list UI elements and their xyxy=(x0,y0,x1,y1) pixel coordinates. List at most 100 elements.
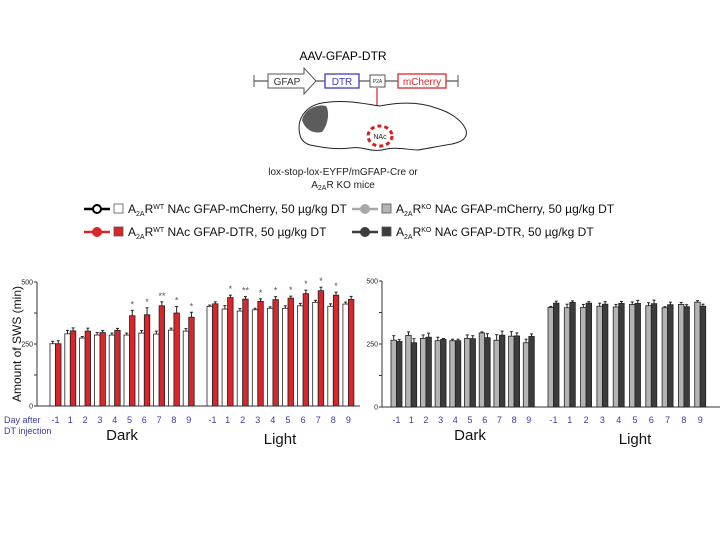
bar xyxy=(312,301,319,407)
bar xyxy=(645,305,652,408)
bar xyxy=(553,302,560,408)
legend-item: A2ARKO NAc GFAP-mCherry, 50 µg/kg DT xyxy=(352,202,615,218)
bar xyxy=(49,343,56,407)
x-tick-label: 3 xyxy=(255,415,260,425)
bar xyxy=(683,306,690,408)
significance-marker: * xyxy=(319,276,323,286)
bar xyxy=(547,307,554,408)
legend-marker-icon xyxy=(360,227,370,237)
x-tick-label: -1 xyxy=(549,415,557,425)
x-tick-label: -1 xyxy=(392,415,400,425)
x-tick-label: 4 xyxy=(270,415,275,425)
x-tick-label: 4 xyxy=(616,415,621,425)
dtr-label: DTR xyxy=(332,77,353,88)
legend-label: A2ARWT NAc GFAP-DTR, 50 µg/kg DT xyxy=(128,225,327,241)
significance-marker: * xyxy=(334,281,338,291)
significance-marker: * xyxy=(190,301,194,311)
brain-outline xyxy=(298,101,467,151)
construct-title: AAV-GFAP-DTR xyxy=(299,49,386,63)
y-axis-label: Amount of SWS (min) xyxy=(10,286,24,402)
gfap-label: GFAP xyxy=(274,77,301,88)
bar xyxy=(602,303,609,408)
bar xyxy=(138,332,145,407)
bar xyxy=(396,341,403,408)
group-label: Dark xyxy=(106,427,138,444)
mice-line-2: A2AR KO mice xyxy=(311,180,375,192)
bar xyxy=(425,336,432,408)
x-tick-label: 3 xyxy=(97,415,102,425)
x-tick-label: 5 xyxy=(285,415,290,425)
bar xyxy=(478,332,486,408)
bar xyxy=(94,334,101,407)
mcherry-box xyxy=(397,73,447,89)
bar xyxy=(449,340,456,408)
x-tick-label: 9 xyxy=(698,415,703,425)
bar xyxy=(158,305,166,407)
bar xyxy=(390,339,397,408)
bar xyxy=(410,342,418,408)
bar xyxy=(484,337,491,408)
bar xyxy=(69,330,77,407)
bar xyxy=(612,306,620,408)
group-dark: -1 1 2 3 4 5 6 7 8 9 Dark xyxy=(390,330,535,444)
legend-swatch xyxy=(113,226,124,237)
bar xyxy=(242,298,249,407)
y-tick-label: 250 xyxy=(21,342,33,349)
legend-swatch xyxy=(381,226,392,237)
group-label: Light xyxy=(619,431,652,448)
bar xyxy=(153,333,160,407)
bar xyxy=(618,303,625,408)
bar xyxy=(272,299,279,407)
construct-diagram: AAV-GFAP-DTR GFAP DTR P2A mCherry NAc lo… xyxy=(253,49,467,192)
mcherry-label: mCherry xyxy=(403,77,441,88)
x-tick-label: 7 xyxy=(157,415,162,425)
y-tick-label: 0 xyxy=(374,405,378,412)
x-tick-label: 9 xyxy=(346,415,351,425)
significance-marker: ** xyxy=(158,291,166,301)
nac-label: NAc xyxy=(373,134,387,141)
bar xyxy=(569,302,576,408)
x-axis-label: DT injection xyxy=(4,426,51,436)
bar xyxy=(464,338,471,408)
significance-marker: * xyxy=(289,285,293,295)
significance-marker: * xyxy=(175,296,179,306)
bar xyxy=(596,305,603,408)
legend: A2ARWT NAc GFAP-mCherry, 50 µg/kg DT A2AR… xyxy=(84,202,615,241)
x-tick-label: 2 xyxy=(423,415,428,425)
x-tick-label: 2 xyxy=(584,415,589,425)
p2a-box xyxy=(369,74,386,88)
dtr-box xyxy=(324,73,360,89)
bar xyxy=(634,303,641,408)
bar xyxy=(454,340,462,408)
bar xyxy=(498,334,506,408)
significance-marker: * xyxy=(259,288,263,298)
x-tick-label: 2 xyxy=(240,415,245,425)
group-light: -1 * 1 ** 2 * 3 * 4 * 5 * 6 * 7 * 8 9 Light xyxy=(206,276,355,448)
x-tick-label: 8 xyxy=(171,415,176,425)
bar xyxy=(55,343,62,407)
x-tick-label: 2 xyxy=(83,415,88,425)
legend-marker-icon xyxy=(360,204,370,214)
bar xyxy=(522,342,530,408)
significance-marker: * xyxy=(130,299,134,309)
bar xyxy=(129,315,136,407)
bar xyxy=(167,329,175,407)
bar xyxy=(297,305,304,407)
bar xyxy=(585,302,592,408)
x-tick-label: -1 xyxy=(208,415,216,425)
mice-line-1: lox-stop-lox-EYFP/mGFAP-Cre or xyxy=(268,167,418,178)
x-tick-label: 7 xyxy=(665,415,670,425)
x-tick-label: 8 xyxy=(512,415,517,425)
bar xyxy=(206,305,213,407)
bar xyxy=(227,297,234,407)
bar xyxy=(266,307,274,407)
bar xyxy=(508,335,515,408)
legend-item: A2ARWT NAc GFAP-DTR, 50 µg/kg DT xyxy=(84,225,327,241)
significance-marker: * xyxy=(304,279,308,289)
bar xyxy=(84,330,91,407)
bar xyxy=(678,304,685,408)
bar xyxy=(694,301,701,408)
